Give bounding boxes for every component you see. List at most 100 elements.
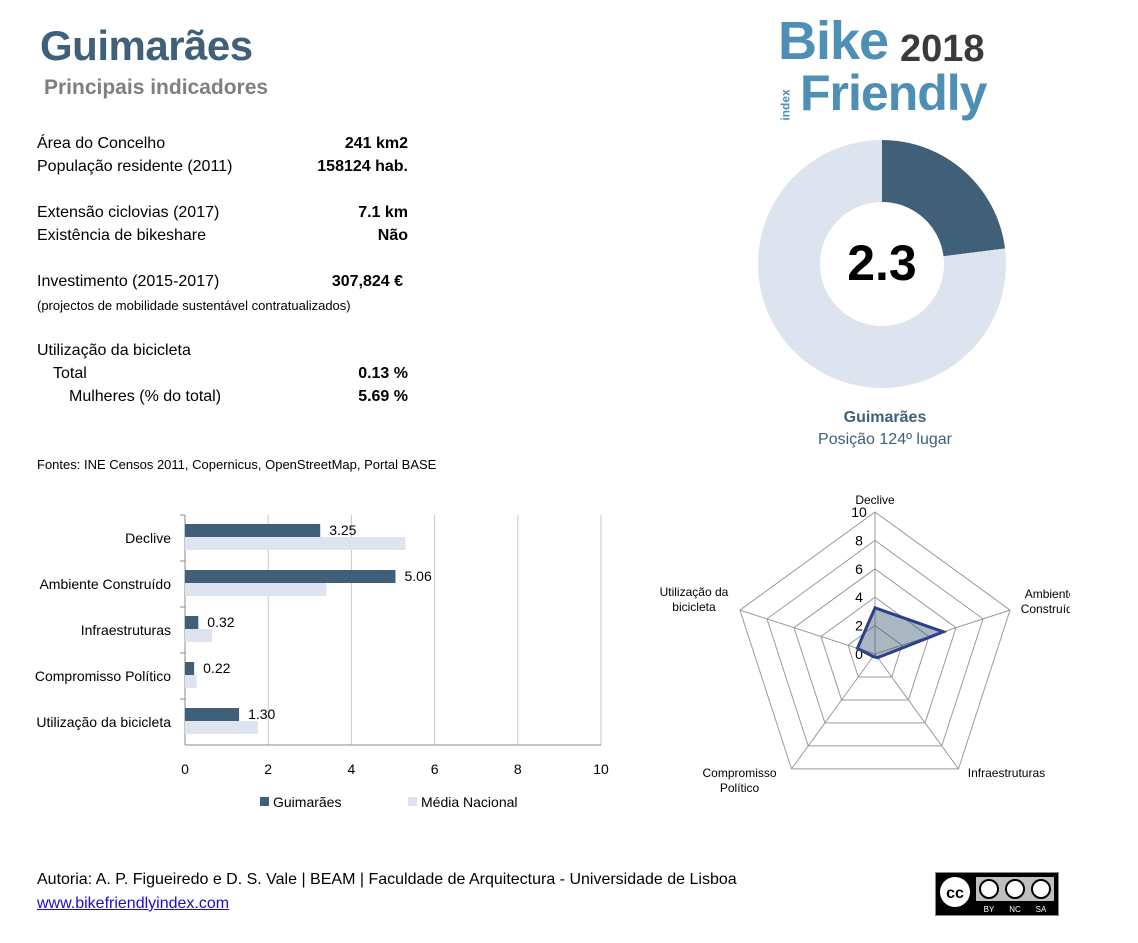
license-term-nc: NC: [1009, 905, 1021, 914]
x-tick-label: 2: [264, 761, 272, 777]
donut-center-score: 2.3: [847, 235, 917, 291]
indicator-investment-label: Investimento (2015-2017): [37, 273, 220, 290]
legend-label-media-nacional: Média Nacional: [421, 794, 518, 810]
radar-spoke: [791, 653, 876, 770]
radar-grid-ring: [766, 539, 984, 747]
x-tick-label: 4: [348, 761, 356, 777]
indicator-total-value: 0.13 %: [358, 365, 408, 382]
bar-guimaraes: [185, 616, 199, 629]
radar-axis-label-line: Infraestruturas: [968, 766, 1045, 780]
bike-friendly-logo: Bike 2018 Friendly index: [776, 11, 1016, 124]
creative-commons-badge: cc BY NC SA: [935, 872, 1059, 916]
bar-media-nacional: [185, 721, 258, 734]
bar-guimaraes: [185, 524, 321, 537]
indicator-bike-use-label: Utilização da bicicleta: [37, 342, 191, 359]
indicator-bikeshare-label: Existência de bikeshare: [37, 227, 206, 244]
bar-media-nacional: [185, 537, 406, 550]
indicator-investment-note: (projectos de mobilidade sustentável con…: [37, 298, 351, 313]
category-label: Ambiente Construído: [39, 576, 171, 592]
radar-axis-label-line: Construído: [1021, 602, 1070, 616]
radar-tick-label: 0: [855, 646, 863, 662]
legend-swatch-media-nacional: [408, 797, 417, 806]
radar-tick-label: 4: [855, 589, 863, 605]
cc-icon: [938, 875, 972, 909]
logo-word-friendly: Friendly: [800, 65, 987, 121]
sources-note: Fontes: INE Censos 2011, Copernicus, Ope…: [37, 457, 437, 472]
radar-axis-label: Declive: [855, 493, 895, 507]
indicator-total-label: Total: [53, 365, 87, 382]
x-tick-label: 8: [514, 761, 522, 777]
radar-axis-label: Infraestruturas: [968, 766, 1045, 780]
indicator-cycleways-label: Extensão ciclovias (2017): [37, 204, 220, 221]
indicator-area-label: Área do Concelho: [37, 135, 166, 152]
radar-series-guimaraes: [855, 605, 948, 660]
indicator-bikeshare-value: Não: [377, 227, 408, 244]
sharealike-icon: [1031, 879, 1051, 899]
radar-axis-label-line: bicicleta: [672, 600, 716, 614]
radar-grid-ring: [739, 511, 1011, 770]
ranking-city-name: Guimarães: [843, 409, 927, 426]
bar-guimaraes: [185, 662, 195, 675]
radar-axis-label-line: Ambiente: [1025, 587, 1070, 601]
page-title: Guimarães: [40, 22, 253, 69]
x-tick-label: 10: [593, 761, 609, 777]
logo-word-bike: Bike: [778, 11, 889, 71]
bar-media-nacional: [185, 583, 327, 596]
bar-media-nacional: [185, 675, 197, 688]
indicator-women-label: Mulheres (% do total): [69, 388, 222, 405]
data-label: 3.25: [329, 522, 356, 538]
indicator-investment-value: 307,824 €: [331, 273, 403, 290]
ranking-position: Posição 124º lugar: [818, 431, 952, 448]
donut-slices: [757, 140, 1006, 388]
cc-icon-glyph: cc: [946, 885, 964, 902]
radar-grid-ring: [847, 624, 903, 678]
data-label: 5.06: [404, 568, 431, 584]
radar-tick-label: 6: [855, 561, 863, 577]
logo-index: index: [778, 89, 793, 121]
indicator-women-value: 5.69 %: [358, 388, 408, 405]
noncommercial-icon: [1005, 879, 1025, 899]
website-link[interactable]: www.bikefriendlyindex.com: [37, 895, 230, 912]
category-label: Compromisso Político: [35, 668, 171, 684]
attribution-icon: [979, 879, 999, 899]
category-label: Utilização da bicicleta: [36, 714, 171, 730]
indicator-bar-chart: 0 2 4 6 8 10 Declive 3.25 Ambiente Construído 5.0…: [35, 514, 609, 810]
score-donut-chart: 2.3: [757, 140, 1006, 388]
radar-spoke: [739, 609, 876, 655]
legend-label-guimaraes: Guimarães: [273, 794, 341, 810]
donut-slice-score: [882, 140, 1006, 257]
bar-media-nacional: [185, 629, 213, 642]
indicator-population-label: População residente (2011): [37, 158, 233, 175]
radar-tick-label: 10: [851, 504, 867, 520]
data-label: 0.22: [203, 660, 230, 676]
radar-axis-label-line: Declive: [855, 493, 895, 507]
radar-axis-label-line: Compromisso: [703, 766, 777, 780]
indicator-population-value: 158124 hab.: [317, 158, 408, 175]
category-label: Infraestruturas: [81, 622, 171, 638]
radar-grid-ring: [820, 596, 930, 701]
x-tick-label: 6: [431, 761, 439, 777]
logo-year: 2018: [900, 28, 985, 70]
radar-tick-label: 8: [855, 532, 863, 548]
radar-axis-label-line: Utilização da: [660, 585, 729, 599]
data-label: 0.32: [207, 614, 234, 630]
page-subtitle: Principais indicadores: [44, 76, 269, 99]
radar-grid-ring: [793, 568, 957, 724]
radar-axis-label-line: Político: [720, 781, 760, 795]
data-label: 1.30: [248, 706, 275, 722]
indicator-cycleways-value: 7.1 km: [358, 204, 408, 221]
category-label: Declive: [125, 530, 171, 546]
x-tick-label: 0: [181, 761, 189, 777]
license-term-sa: SA: [1036, 905, 1047, 914]
footer-author: Autoria: A. P. Figueiredo e D. S. Vale |…: [37, 871, 737, 888]
bar-guimaraes: [185, 570, 396, 583]
radar-tick-label: 2: [855, 618, 863, 634]
radar-axis-label: Utilização da bicicleta: [660, 585, 729, 614]
donut-slice-remaining: [757, 140, 1006, 388]
license-term-by: BY: [984, 905, 995, 914]
bar-guimaraes: [185, 708, 240, 721]
radar-spoke: [874, 653, 959, 770]
indicator-area-value: 241 km2: [344, 135, 408, 152]
